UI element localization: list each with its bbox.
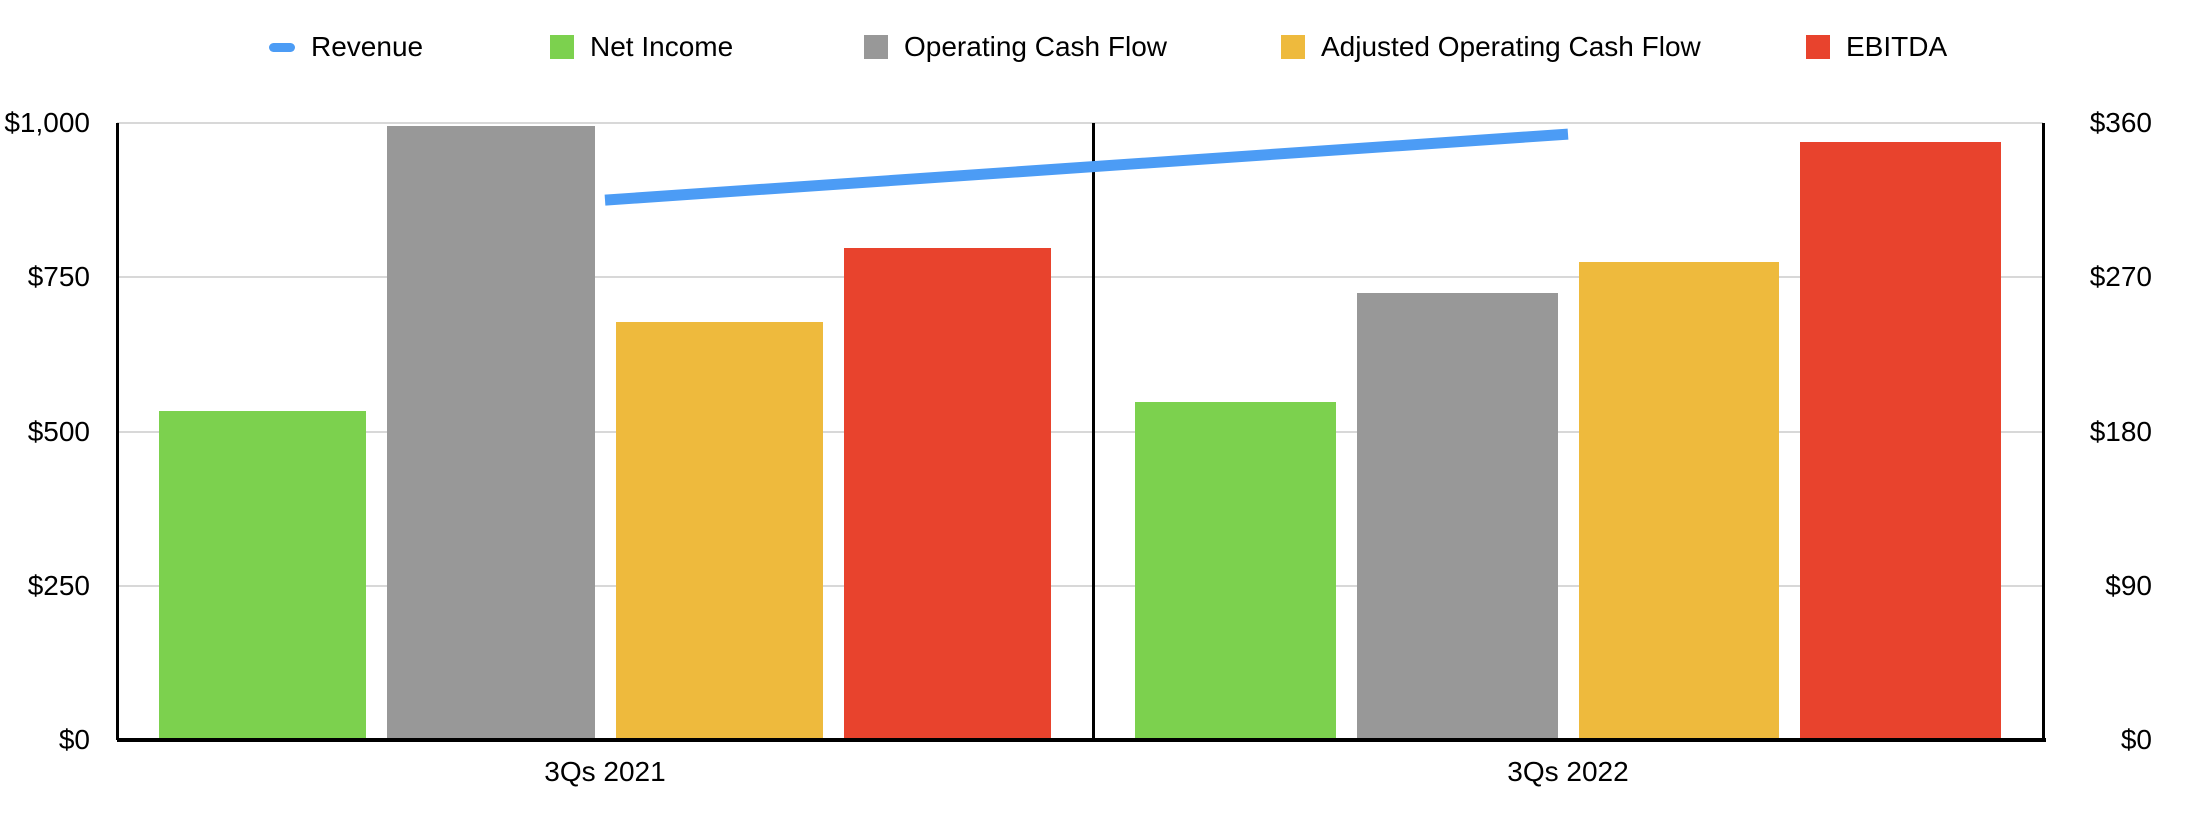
left-axis-tick-0: $0 (58, 724, 90, 755)
legend-label-operating-cash-flow: Operating Cash Flow (904, 31, 1168, 62)
left-axis-tick-750: $750 (27, 261, 90, 293)
category-divider (1092, 123, 1095, 740)
right-axis-tick-270: $270 (2089, 261, 2152, 293)
legend-item-ebitda[interactable]: EBITDA (1806, 30, 1947, 64)
gridline-1000 (117, 122, 2043, 124)
legend-label-net-income: Net Income (590, 31, 734, 62)
legend-swatch-ebitda (1806, 35, 1830, 59)
legend-item-adjusted-operating-cash-flow[interactable]: Adjusted Operating Cash Flow (1281, 30, 1701, 64)
gridline-250 (117, 584, 2043, 587)
bar-net-income-3qs-2021[interactable] (159, 410, 367, 740)
bar-ebitda-3qs-2022[interactable] (1800, 141, 2001, 740)
legend-item-net-income[interactable]: Net Income (550, 30, 733, 64)
revenue-line[interactable] (604, 128, 1569, 206)
bar-operating-cash-flow-3qs-2022[interactable] (1356, 292, 1558, 740)
left-axis-tick-1-000: $1,000 (4, 107, 90, 138)
bar-net-income-3qs-2022[interactable] (1135, 402, 1336, 740)
left-axis-tick-250: $250 (27, 569, 90, 601)
x-axis-label-3qs-2022: 3Qs 2022 (1507, 756, 1629, 787)
right-axis-tick-180: $180 (2089, 415, 2152, 447)
bar-adjusted-operating-cash-flow-3qs-2021[interactable] (615, 321, 823, 740)
legend-line-marker-revenue (269, 42, 295, 52)
x-axis-label-3qs-2021: 3Qs 2021 (544, 756, 666, 787)
legend-label-ebitda: EBITDA (1846, 31, 1948, 62)
legend-item-revenue[interactable]: Revenue (269, 30, 423, 64)
bar-ebitda-3qs-2021[interactable] (843, 248, 1051, 740)
gridline-750 (117, 276, 2043, 279)
bar-adjusted-operating-cash-flow-3qs-2022[interactable] (1578, 261, 1780, 740)
legend-swatch-net-income (550, 35, 574, 59)
right-axis-line (2042, 123, 2045, 740)
left-axis-tick-500: $500 (27, 415, 90, 447)
legend-swatch-operating-cash-flow (864, 35, 888, 59)
legend-label-revenue: Revenue (311, 31, 424, 62)
left-axis-line (116, 123, 119, 740)
right-axis-tick-0: $0 (2120, 724, 2152, 755)
legend-swatch-adjusted-operating-cash-flow (1281, 35, 1305, 59)
right-axis-tick-90: $90 (2105, 569, 2152, 601)
bar-operating-cash-flow-3qs-2021[interactable] (387, 126, 595, 740)
legend-item-operating-cash-flow[interactable]: Operating Cash Flow (864, 30, 1167, 64)
gridline-500 (117, 430, 2043, 433)
right-axis-tick-360: $360 (2089, 107, 2152, 138)
x-axis-line (117, 738, 2046, 742)
legend-label-adjusted-operating-cash-flow: Adjusted Operating Cash Flow (1321, 31, 1701, 62)
